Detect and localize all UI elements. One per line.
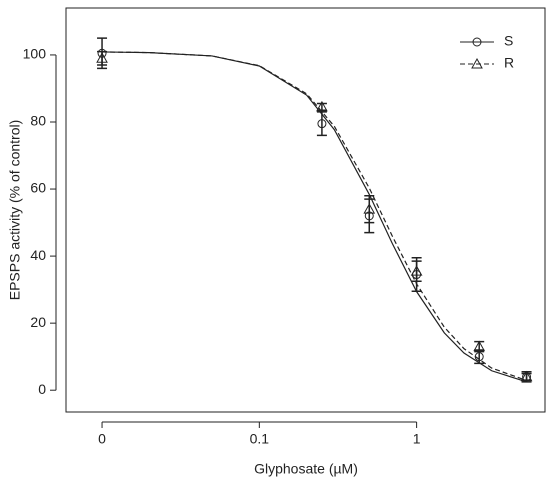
- x-axis-label: Glyphosate (µM): [254, 461, 358, 477]
- x-tick-label: 0.1: [250, 431, 270, 447]
- point-marker: [316, 100, 328, 112]
- fitted-curve: [102, 51, 527, 382]
- y-tick-label: 20: [30, 314, 46, 330]
- y-tick-label: 40: [30, 247, 46, 263]
- y-tick-label: 80: [30, 113, 46, 129]
- error-bar: [364, 195, 375, 224]
- error-bar: [521, 372, 532, 381]
- legend-label: R: [504, 55, 514, 71]
- fitted-curve: [102, 51, 527, 383]
- y-tick-label: 0: [38, 381, 46, 397]
- point-marker: [363, 203, 376, 214]
- y-axis-label: EPSPS activity (% of control): [7, 120, 23, 301]
- error-bar: [316, 111, 327, 137]
- legend-label: S: [504, 33, 513, 49]
- error-bar: [316, 102, 327, 112]
- plot-frame: [65, 7, 546, 413]
- point-marker: [471, 57, 483, 69]
- x-tick-label: 0: [98, 431, 106, 447]
- y-tick-label: 60: [30, 180, 46, 196]
- point-marker: [317, 119, 327, 129]
- point-marker: [96, 52, 108, 63]
- point-marker: [472, 37, 482, 47]
- error-bar: [411, 260, 422, 282]
- point-marker: [520, 370, 533, 382]
- y-tick-label: 100: [23, 46, 47, 62]
- point-marker: [410, 265, 423, 276]
- x-tick-label: 1: [413, 431, 421, 447]
- point-marker: [473, 340, 486, 352]
